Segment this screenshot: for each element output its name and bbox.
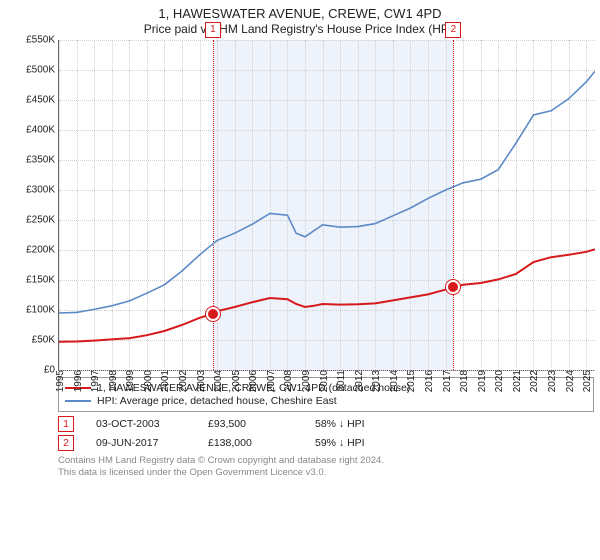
xtick-label: 2003: [196, 370, 207, 392]
xtick-label: 2023: [547, 370, 558, 392]
ytick-label: £100K: [26, 305, 55, 316]
xtick-label: 2012: [354, 370, 365, 392]
sale-row: 1 03-OCT-2003 £93,500 58% ↓ HPI: [58, 416, 590, 432]
sale-delta: 59% ↓ HPI: [315, 437, 400, 449]
legend-swatch: [65, 400, 91, 402]
xtick-label: 2013: [371, 370, 382, 392]
xtick-label: 2017: [442, 370, 453, 392]
ytick-label: £500K: [26, 65, 55, 76]
xtick-label: 2018: [459, 370, 470, 392]
xtick-label: 2022: [529, 370, 540, 392]
sale-price: £138,000: [208, 437, 293, 449]
ytick-label: £50K: [32, 335, 55, 346]
xtick-label: 2002: [178, 370, 189, 392]
xtick-label: 2025: [582, 370, 593, 392]
xtick-label: 2005: [231, 370, 242, 392]
xtick-label: 2009: [301, 370, 312, 392]
sale-label: 1: [205, 22, 221, 38]
series-hpi: [59, 71, 595, 313]
page-title: 1, HAWESWATER AVENUE, CREWE, CW1 4PD: [10, 6, 590, 21]
xtick-label: 2016: [424, 370, 435, 392]
footer-line: This data is licensed under the Open Gov…: [58, 467, 590, 479]
xtick-label: 2015: [406, 370, 417, 392]
xtick-label: 1999: [125, 370, 136, 392]
xtick-label: 2010: [319, 370, 330, 392]
xtick-label: 2014: [389, 370, 400, 392]
xtick-label: 1995: [55, 370, 66, 392]
ytick-label: £200K: [26, 245, 55, 256]
sale-index: 1: [58, 416, 74, 432]
ytick-label: £350K: [26, 155, 55, 166]
footer-line: Contains HM Land Registry data © Crown c…: [58, 455, 590, 467]
xtick-label: 1998: [108, 370, 119, 392]
page-subtitle: Price paid vs. HM Land Registry's House …: [10, 22, 590, 36]
xtick-label: 2001: [160, 370, 171, 392]
xtick-label: 2000: [143, 370, 154, 392]
xtick-label: 2004: [213, 370, 224, 392]
xtick-label: 2020: [494, 370, 505, 392]
ytick-label: £450K: [26, 95, 55, 106]
sale-label: 2: [445, 22, 461, 38]
legend-row: HPI: Average price, detached house, Ches…: [65, 395, 587, 407]
sale-price: £93,500: [208, 418, 293, 430]
footer: Contains HM Land Registry data © Crown c…: [58, 455, 590, 480]
legend-label: HPI: Average price, detached house, Ches…: [97, 395, 337, 407]
sale-index: 2: [58, 435, 74, 451]
xtick-label: 2006: [248, 370, 259, 392]
series-svg: [59, 40, 595, 370]
xtick-label: 1996: [73, 370, 84, 392]
ytick-label: £250K: [26, 215, 55, 226]
ytick-label: £400K: [26, 125, 55, 136]
sales-table: 1 03-OCT-2003 £93,500 58% ↓ HPI 2 09-JUN-2017…: [58, 416, 590, 451]
xtick-label: 2011: [336, 370, 347, 392]
ytick-label: £0: [44, 365, 55, 376]
xtick-label: 2008: [283, 370, 294, 392]
sale-marker: [206, 307, 220, 321]
sale-date: 03-OCT-2003: [96, 418, 186, 430]
sale-date: 09-JUN-2017: [96, 437, 186, 449]
sale-delta: 58% ↓ HPI: [315, 418, 400, 430]
xtick-label: 2021: [512, 370, 523, 392]
xtick-label: 2007: [266, 370, 277, 392]
xtick-label: 2024: [565, 370, 576, 392]
sale-row: 2 09-JUN-2017 £138,000 59% ↓ HPI: [58, 435, 590, 451]
series-paid: [59, 249, 595, 341]
ytick-label: £300K: [26, 185, 55, 196]
ytick-label: £550K: [26, 35, 55, 46]
xtick-label: 1997: [90, 370, 101, 392]
price-chart: 12£0£50K£100K£150K£200K£250K£300K£350K£4…: [58, 40, 595, 371]
ytick-label: £150K: [26, 275, 55, 286]
xtick-label: 2019: [477, 370, 488, 392]
sale-marker: [446, 280, 460, 294]
